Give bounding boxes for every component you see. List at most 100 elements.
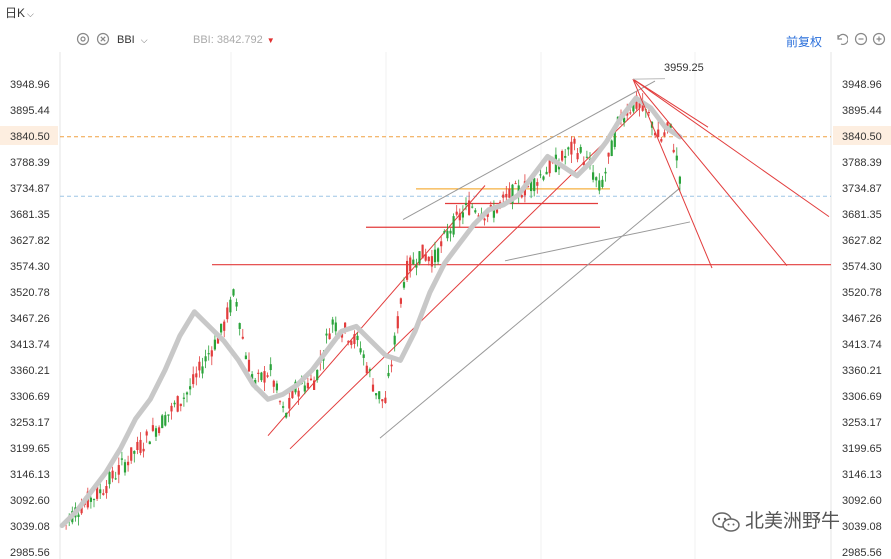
candle-body [399,298,402,304]
y-tick-label-right: 3146.13 [842,469,882,481]
chevron-down-icon: ⌵ [140,35,148,45]
candle-body [328,333,331,340]
candle-body [340,333,344,338]
candle-body [223,321,226,331]
settings-icon[interactable] [76,32,90,46]
candle-body [582,161,585,166]
candle-body [418,251,421,264]
bbi-line [59,95,683,529]
y-tick-label-left: 3039.08 [10,521,50,533]
candle-body [105,486,108,494]
candle-body [161,415,164,429]
y-tick-label-left: 3840.50 [10,131,50,143]
down-triangle-icon: ▼ [266,36,275,45]
candle-body [368,369,371,371]
candle-body [455,211,458,215]
y-tick-label-right: 3948.96 [842,79,882,91]
candle-body [99,489,102,494]
candle-body [334,322,337,332]
y-tick-label-right: 3306.69 [842,391,882,403]
indicator-value-text: BBI: 3842.792 [193,34,263,46]
candle-body [198,361,201,371]
y-tick-label-left: 3360.21 [10,365,50,377]
candle-body [185,392,189,395]
top-bar: 日K ⌵ [0,0,891,24]
candle-body [499,201,502,203]
grid [59,52,832,559]
candle-body [607,152,610,157]
candle-body [477,215,480,217]
indicator-value: BBI: 3842.792 ▼ [193,34,275,46]
candle-body [353,334,356,345]
fan-line [632,78,788,266]
grey-channel-mid [504,221,691,262]
candle-body [561,151,564,161]
candle-body [378,391,381,400]
y-tick-label-right: 3039.08 [842,521,882,533]
candle-body [269,364,272,371]
candle-body [632,102,635,112]
candle-body [396,316,399,329]
y-tick-label-left: 3520.78 [10,287,50,299]
candle-body [195,373,198,378]
candle-body [179,403,182,407]
candle-body [601,179,604,187]
candle-body [495,208,499,213]
candle-body [576,153,579,160]
candle-body [623,117,626,123]
candle-body [238,323,241,329]
red-channel-lower [267,185,486,437]
candle-body [120,458,123,460]
candle-body [266,375,269,377]
candle-body [306,382,309,389]
undo-icon[interactable] [834,32,848,46]
candle-body [148,441,151,445]
candle-body [511,184,514,204]
candle-body [272,380,275,387]
candle-body [464,203,468,205]
y-tick-label-left: 3306.69 [10,391,50,403]
candle-body [313,380,316,390]
close-icon[interactable] [96,32,110,46]
candle-body [443,231,446,233]
candle-body [430,256,433,267]
candle-body [117,465,120,475]
y-tick-label-right: 3413.74 [842,339,882,351]
red-channel-upper [289,107,641,450]
candle-body [390,364,393,367]
fan-line [632,78,713,269]
fan-line [632,78,830,218]
candle-body [291,390,294,399]
candle-body [192,374,195,385]
candle-body [573,138,576,144]
y-tick-label-left: 3574.30 [10,261,50,273]
zoom-out-icon[interactable] [854,32,868,46]
candle-body [635,95,638,109]
indicator-dropdown[interactable]: BBI ⌵ [117,34,148,46]
y-tick-label-left: 3627.82 [10,235,50,247]
period-selector[interactable]: 日K ⌵ [5,4,34,21]
candle-body [263,371,266,383]
y-tick-label-left: 3146.13 [10,469,50,481]
candle-body [545,171,548,175]
zoom-in-icon[interactable] [872,32,886,46]
candle-body [567,147,570,150]
y-tick-label-right: 3574.30 [842,261,882,273]
indicator-toolbar: BBI ⌵ BBI: 3842.792 ▼ 前复权 [0,28,891,52]
y-tick-label-right: 2985.56 [842,547,882,559]
adjust-toggle[interactable]: 前复权 [786,35,823,49]
y-tick-label-left: 3413.74 [10,339,50,351]
y-tick-label-left: 2985.56 [10,547,50,559]
y-tick-label-right: 3520.78 [842,287,882,299]
candle-body [678,176,681,184]
candle-body [316,369,319,381]
candle-body [356,335,359,341]
candle-body [189,386,192,390]
candle-body [213,339,216,350]
candle-body [344,322,347,331]
period-label: 日K [5,6,26,20]
candle-body [251,374,254,380]
y-tick-label-right: 3360.21 [842,365,882,377]
y-tick-label-left: 3199.65 [10,443,50,455]
